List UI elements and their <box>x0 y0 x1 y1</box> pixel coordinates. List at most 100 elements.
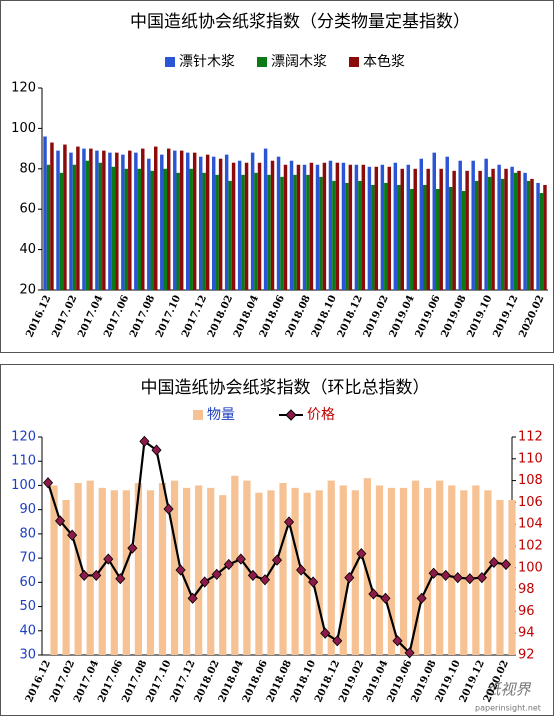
y-tick-label: 40 <box>19 623 36 638</box>
bar <box>86 480 94 655</box>
bar <box>257 162 262 290</box>
bar <box>270 160 275 290</box>
y-tick-label: 60 <box>19 575 36 590</box>
bar <box>309 162 314 290</box>
legend-label: 漂针木浆 <box>179 54 235 70</box>
bar <box>59 172 64 290</box>
bar <box>280 176 284 290</box>
y-tick-label: 100 <box>11 478 36 493</box>
line-marker <box>235 553 246 565</box>
bar <box>72 164 77 290</box>
legend-swatch <box>193 410 203 420</box>
bar <box>374 166 379 290</box>
bar <box>254 172 258 290</box>
bar <box>387 487 396 655</box>
line-marker <box>115 573 126 585</box>
line-marker <box>368 588 379 600</box>
bar <box>141 148 145 290</box>
y2-tick-label: 102 <box>518 539 543 554</box>
bar <box>496 499 504 655</box>
legend-label: 本色浆 <box>363 53 405 70</box>
bar <box>500 178 505 290</box>
bar <box>315 490 323 655</box>
bar <box>98 162 103 290</box>
bar <box>399 487 408 655</box>
bar <box>219 495 227 655</box>
bar <box>62 499 70 655</box>
line-marker <box>284 516 295 528</box>
line-marker <box>416 592 427 604</box>
bar <box>205 154 210 290</box>
bar <box>150 170 155 290</box>
bar <box>328 160 333 290</box>
legend-swatch <box>349 57 359 67</box>
bar <box>484 158 488 290</box>
line-marker <box>79 569 90 582</box>
line-marker <box>259 574 270 586</box>
bar <box>380 164 385 290</box>
bar <box>198 156 203 290</box>
bar <box>361 164 366 290</box>
bar <box>410 189 414 290</box>
line-marker <box>308 576 319 588</box>
bar <box>384 182 388 290</box>
bar <box>173 150 177 290</box>
bar <box>241 174 245 290</box>
bar <box>510 166 514 290</box>
y-tick-label: 120 <box>11 430 36 445</box>
chart-title: 中国造纸协会纸浆指数（环比总指数） <box>141 378 430 398</box>
bar <box>147 158 151 290</box>
bar <box>137 168 142 290</box>
chart-frame <box>0 364 554 716</box>
bar <box>513 172 518 290</box>
line-marker <box>440 569 451 582</box>
line-marker <box>356 548 367 560</box>
y2-tick-label: 94 <box>518 626 535 641</box>
bar <box>50 142 54 290</box>
bar <box>163 168 167 290</box>
bar <box>358 180 362 290</box>
bar <box>154 146 158 290</box>
bar <box>46 164 51 290</box>
y-tick-label: 100 <box>11 121 36 136</box>
bar <box>474 180 479 290</box>
bar <box>419 158 424 290</box>
bar <box>279 483 287 655</box>
bar <box>158 483 167 655</box>
y-tick-label: 60 <box>19 202 36 217</box>
line-marker <box>67 529 78 541</box>
bar <box>267 490 275 655</box>
line-marker <box>151 444 162 456</box>
bar <box>160 154 164 290</box>
line-marker <box>428 567 439 579</box>
line-marker <box>488 556 499 568</box>
bar <box>491 168 495 290</box>
line-marker <box>380 592 391 604</box>
watermark: 纸视界 <box>485 681 531 699</box>
line-marker <box>476 572 487 584</box>
bar <box>539 193 544 290</box>
bar <box>303 492 311 655</box>
line-marker <box>187 592 198 604</box>
bar <box>183 487 191 655</box>
bar <box>263 148 268 290</box>
bar <box>432 152 436 290</box>
bar <box>458 160 462 290</box>
bar <box>134 152 138 290</box>
bar <box>50 485 58 655</box>
bar <box>179 150 184 290</box>
bar <box>293 174 297 290</box>
line-marker <box>127 542 138 554</box>
bar <box>85 160 90 290</box>
y-tick-label: 80 <box>19 161 36 176</box>
y2-tick-label: 110 <box>518 451 543 466</box>
bar <box>250 152 255 290</box>
bar <box>56 150 60 290</box>
bar <box>283 164 288 290</box>
y-tick-label: 40 <box>19 242 36 257</box>
bar <box>166 148 171 290</box>
bar <box>319 176 323 290</box>
bar <box>122 490 130 655</box>
bar <box>192 152 197 290</box>
bar <box>289 160 294 290</box>
